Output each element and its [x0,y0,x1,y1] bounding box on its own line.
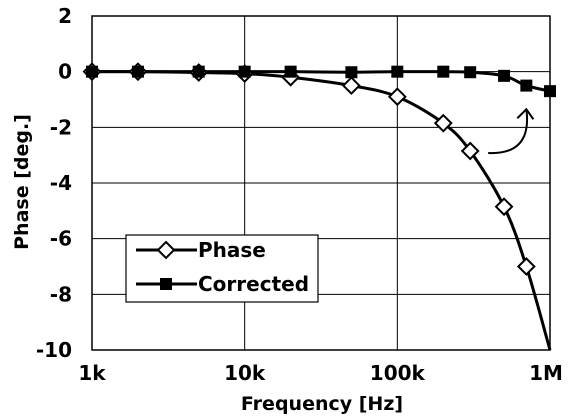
legend: Phase Corrected [125,234,319,303]
plot-area-frame [91,15,551,351]
data-point-corrected [464,66,477,79]
data-point-corrected [192,65,205,78]
y-axis-label: Phase [deg.] [11,114,33,250]
x-axis-label: Frequency [Hz] [241,393,403,415]
y-tick-label: -2 [50,115,72,139]
data-point-corrected [391,65,404,78]
x-tick-label: 1M [529,361,563,385]
data-point-corrected [437,65,450,78]
data-point-corrected [86,65,98,78]
legend-marker-corrected [160,278,172,290]
x-tick-label: 100k [370,361,426,385]
y-tick-label: -8 [50,282,72,306]
data-point-corrected [520,79,533,92]
data-point-corrected [544,85,556,98]
annotation-curved-arrow [488,109,529,154]
data-point-corrected [238,65,251,78]
y-tick-label: -4 [50,171,72,195]
legend-label-corrected: Corrected [198,272,309,296]
annotation-arrow-head [516,107,535,120]
data-point-corrected [345,66,358,79]
x-tick-label: 10k [224,361,266,385]
data-point-phase [516,257,536,276]
y-tick-label: 2 [58,4,72,28]
data-point-corrected [131,65,144,78]
x-tick-label: 1k [78,361,106,385]
y-tick-label: -10 [36,338,72,362]
data-point-corrected [284,65,297,78]
y-tick-label: -6 [50,227,72,251]
data-point-phase [387,87,407,107]
series-markers [82,62,556,276]
data-point-phase [494,197,514,217]
y-tick-label: 0 [58,60,72,84]
data-point-phase [341,76,361,95]
legend-marker-phase [156,240,176,260]
legend-box [125,234,319,303]
data-point-phase [433,113,453,133]
data-point-corrected [498,69,511,82]
data-point-phase [460,141,480,161]
legend-label-phase: Phase [198,238,266,262]
